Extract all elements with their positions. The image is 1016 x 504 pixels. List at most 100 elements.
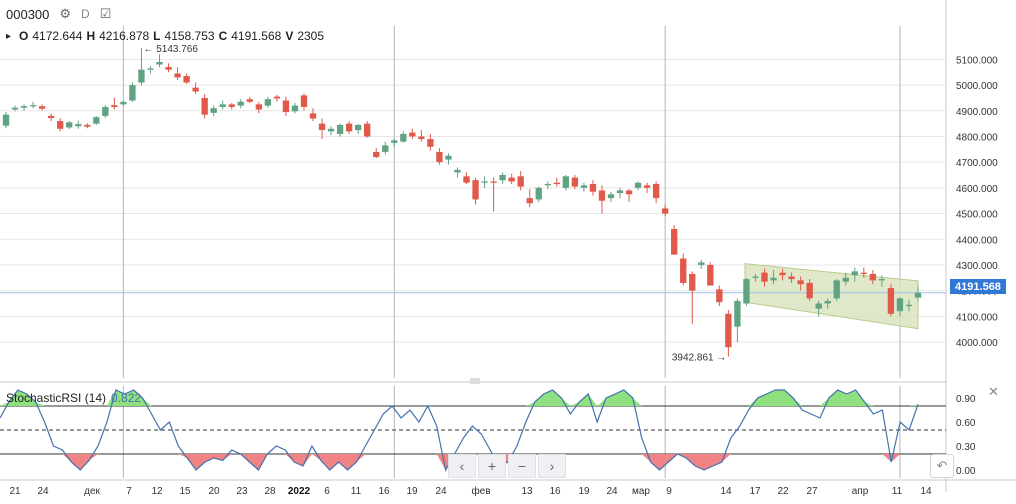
candle-body <box>219 104 226 107</box>
candle-body <box>815 303 822 309</box>
candle-body <box>517 176 524 187</box>
candle-body <box>499 175 506 181</box>
candle-body <box>887 288 895 314</box>
candle-body <box>11 107 19 110</box>
scroll-right-button[interactable]: › <box>538 454 566 478</box>
price-tick-label: 4500.000 <box>956 210 998 221</box>
candle-body <box>102 106 109 116</box>
candle-body <box>761 272 768 282</box>
candle-body <box>111 105 118 107</box>
candle-body <box>770 277 777 281</box>
candle-body <box>589 184 597 192</box>
open-label: O <box>19 29 29 43</box>
time-tick-label: 16 <box>549 486 561 497</box>
candle-body <box>201 97 208 115</box>
candle-body <box>57 121 64 129</box>
volume-value: 2305 <box>297 29 325 43</box>
indicator-value: 0.822 <box>111 391 142 405</box>
price-tick-label: 4100.000 <box>956 312 998 323</box>
candle-body <box>427 139 434 147</box>
candle-body <box>291 105 299 112</box>
high-annotation: ← 5143.766 <box>143 44 198 55</box>
rsi-tick-label: 0.90 <box>956 394 976 405</box>
rsi-tick-label: 0.60 <box>956 418 976 429</box>
close-label: C <box>218 29 228 43</box>
pane-resize-handle <box>470 378 480 384</box>
indicator-name[interactable]: StochasticRSI (14) <box>6 391 107 405</box>
time-tick-label: 23 <box>236 486 248 497</box>
candle-body <box>508 177 515 182</box>
candle-body <box>833 280 840 299</box>
scroll-left-button[interactable]: ‹ <box>448 454 476 478</box>
candle-body <box>671 228 678 255</box>
candle-body <box>842 277 849 282</box>
time-tick-label: дек <box>84 486 100 497</box>
candle-body <box>580 185 588 188</box>
time-tick-label: 15 <box>179 486 191 497</box>
time-tick-label: апр <box>852 486 869 497</box>
candle-body <box>598 190 606 201</box>
candle-body <box>84 124 91 127</box>
time-tick-label: 13 <box>521 486 533 497</box>
candle-body <box>634 182 642 188</box>
candle-body <box>680 258 687 283</box>
open-value: 4172.644 <box>32 29 83 43</box>
compare-icon[interactable]: ☑ <box>99 6 112 21</box>
candle-body <box>318 123 326 131</box>
close-icon[interactable]: ✕ <box>988 384 999 399</box>
candle-body <box>662 208 669 214</box>
candle-body <box>851 271 858 276</box>
interval-label[interactable]: D <box>81 7 90 21</box>
candle-body <box>689 273 696 291</box>
price-tick-label: 4700.000 <box>956 158 998 169</box>
gear-icon[interactable]: ⚙ <box>59 6 72 21</box>
time-tick-label: 17 <box>749 486 761 497</box>
candle-body <box>2 114 10 126</box>
candle-body <box>192 87 199 92</box>
candle-body <box>29 105 37 107</box>
volume-label: V <box>285 29 294 43</box>
time-tick-label: 24 <box>435 486 447 497</box>
candle-body <box>364 123 371 137</box>
candle-body <box>860 272 867 274</box>
candle-body <box>47 115 55 118</box>
candle-body <box>652 184 660 199</box>
reset-chart-button[interactable]: ↶ <box>930 454 954 478</box>
candle-body <box>147 68 154 70</box>
price-tick-label: 4900.000 <box>956 107 998 118</box>
candle-body <box>472 180 479 200</box>
candle-body <box>779 272 786 276</box>
price-tick-label: 4000.000 <box>956 338 998 349</box>
close-value: 4191.568 <box>231 29 282 43</box>
candle-body <box>463 176 470 183</box>
candle-body <box>797 280 804 285</box>
candle-body <box>210 108 217 113</box>
zoom-out-button[interactable]: − <box>508 454 536 478</box>
rsi-line <box>0 389 919 472</box>
candle-body <box>282 100 290 113</box>
candle-body <box>526 198 533 204</box>
price-tick-label: 4600.000 <box>956 184 998 195</box>
price-tick-label: 4300.000 <box>956 261 998 272</box>
indicator-legend: StochasticRSI (14) 0.822 <box>6 391 141 405</box>
candle-body <box>264 99 272 106</box>
low-value: 4158.753 <box>164 29 215 43</box>
candle-body <box>616 190 624 194</box>
candle-body <box>409 132 416 137</box>
symbol-label[interactable]: 000300 <box>6 6 50 22</box>
chart-navigation: ‹ + − › <box>448 454 566 478</box>
zoom-in-button[interactable]: + <box>478 454 506 478</box>
candle-body <box>38 106 46 109</box>
candle-body <box>93 117 100 124</box>
candle-body <box>914 292 922 298</box>
ohlc-legend: ▸ O 4172.644 H 4216.878 L 4158.753 C 419… <box>6 28 324 44</box>
candle-body <box>698 262 705 265</box>
chevron-down-icon[interactable]: ▸ <box>6 30 12 42</box>
candle-body <box>246 99 253 102</box>
time-tick-label: 6 <box>324 486 330 497</box>
time-tick-label: 21 <box>9 486 21 497</box>
candle-body <box>454 169 461 173</box>
rsi-tick-label: 0.30 <box>956 442 976 453</box>
